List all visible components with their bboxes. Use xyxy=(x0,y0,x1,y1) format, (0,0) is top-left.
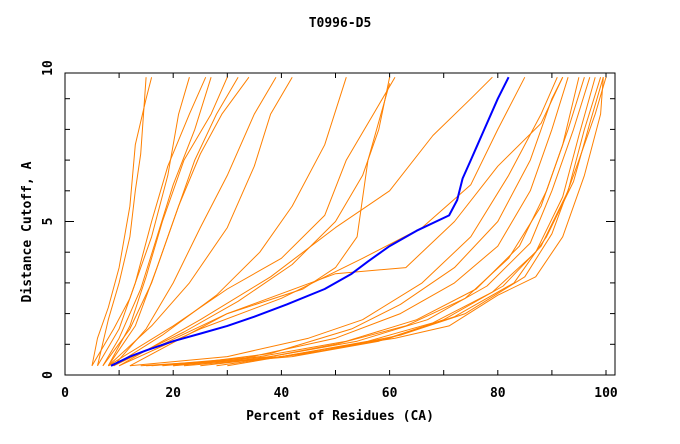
series-line xyxy=(118,76,493,367)
y-axis-label: Distance Cutoff, A xyxy=(20,161,35,302)
series-line xyxy=(173,76,564,367)
series-line-highlight xyxy=(110,76,510,367)
plot-frame xyxy=(64,72,616,376)
series-line xyxy=(97,77,147,366)
series-line xyxy=(102,77,212,367)
series-line xyxy=(107,76,250,367)
series-line xyxy=(113,76,277,367)
y-tick-label: 0 xyxy=(41,371,56,379)
series-line xyxy=(107,76,293,367)
chart-title: T0996-D5 xyxy=(309,16,372,31)
x-axis-label: Percent of Residues (CA) xyxy=(246,409,434,424)
plot-lines xyxy=(91,76,607,367)
y-tick-label: 10 xyxy=(41,60,56,76)
series-line xyxy=(162,77,591,367)
series-line xyxy=(91,77,190,367)
axis-ticks: 0 20 40 60 80 100 0 5 10 xyxy=(41,60,618,401)
x-tick-label: 20 xyxy=(165,386,181,401)
series-line xyxy=(118,76,526,367)
series-line xyxy=(140,77,569,367)
x-tick-label: 40 xyxy=(274,386,290,401)
series-line xyxy=(97,76,207,367)
series-line xyxy=(216,77,607,367)
series-line xyxy=(107,76,228,367)
series-line xyxy=(108,76,396,367)
series-line xyxy=(129,76,564,367)
series-line xyxy=(108,83,391,367)
x-tick-label: 80 xyxy=(490,386,506,401)
series-line xyxy=(227,77,604,367)
y-tick-label: 5 xyxy=(41,218,56,226)
x-tick-label: 0 xyxy=(61,386,69,401)
series-line xyxy=(113,77,347,367)
series-line xyxy=(113,77,391,367)
x-tick-label: 100 xyxy=(594,386,618,401)
x-tick-label: 60 xyxy=(382,386,398,401)
series-line xyxy=(129,76,558,367)
series-line xyxy=(151,77,585,367)
